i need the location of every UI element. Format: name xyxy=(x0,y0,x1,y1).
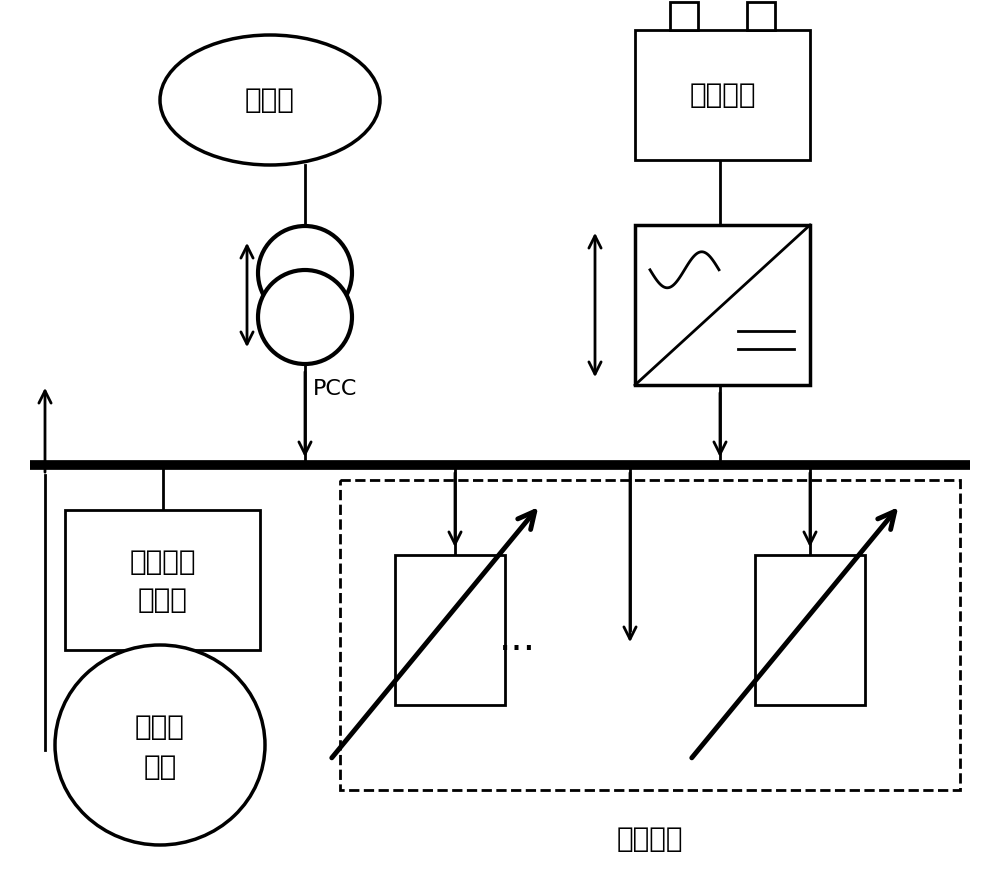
Bar xyxy=(670,2,698,30)
Text: 能源: 能源 xyxy=(143,753,177,781)
Bar xyxy=(747,2,775,30)
Bar xyxy=(755,555,865,705)
Bar xyxy=(65,510,260,650)
Text: 本地负荷: 本地负荷 xyxy=(617,825,683,853)
Ellipse shape xyxy=(160,35,380,165)
Text: 变压器: 变压器 xyxy=(138,586,187,614)
Circle shape xyxy=(258,226,352,320)
Text: 可再生: 可再生 xyxy=(135,713,185,741)
Text: 储能系统: 储能系统 xyxy=(689,81,756,109)
Ellipse shape xyxy=(55,645,265,845)
Bar xyxy=(635,225,810,385)
Text: 电力电子: 电力电子 xyxy=(129,548,196,576)
Circle shape xyxy=(258,270,352,364)
Bar xyxy=(340,480,960,790)
Text: PCC: PCC xyxy=(313,379,357,399)
Bar xyxy=(635,30,810,160)
Bar xyxy=(395,555,505,705)
Text: 主电网: 主电网 xyxy=(245,86,295,114)
Text: ···: ··· xyxy=(499,631,536,669)
